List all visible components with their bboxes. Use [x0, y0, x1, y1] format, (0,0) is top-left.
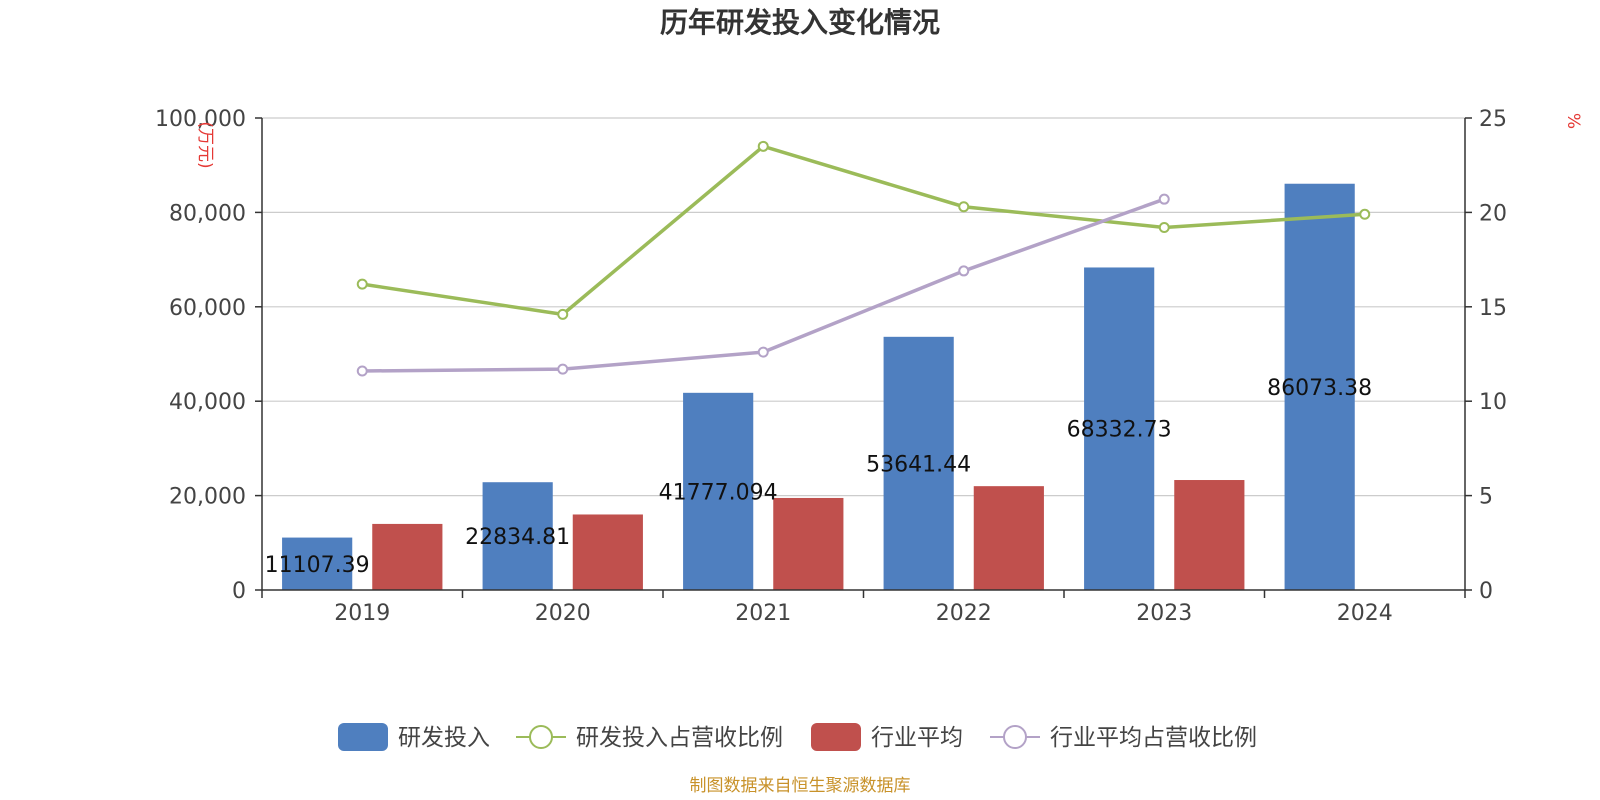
x-tick-label: 2019 [334, 601, 390, 626]
line-industry-ratio [362, 197, 1165, 373]
bar-data-label: 86073.38 [1267, 376, 1372, 401]
legend-swatch [338, 723, 388, 751]
bar-data-label: 41777.094 [659, 480, 778, 505]
legend-swatch [811, 723, 861, 751]
line-point [1158, 222, 1170, 234]
left-axis-unit: (万元) [195, 121, 215, 168]
line-point [557, 363, 569, 375]
bar-data-label: 22834.81 [465, 525, 570, 550]
legend-marker [529, 725, 553, 749]
bar-industry-avg [1174, 480, 1245, 590]
line-point [1359, 208, 1371, 220]
line-point [356, 278, 368, 290]
bar-industry-avg [773, 497, 844, 590]
x-tick-label: 2020 [535, 601, 591, 626]
x-tick-label: 2024 [1337, 601, 1393, 626]
bar-rd-investment [282, 537, 353, 590]
bar-industry-avg [973, 486, 1044, 590]
source-note: 制图数据来自恒生聚源数据库 [690, 776, 911, 796]
left-tick-label: 80,000 [169, 201, 246, 226]
bar-rd-investment [1284, 183, 1355, 590]
axes: 0 20,000 40,000 60,000 80,000 100,000 0 5 10 15 20… [155, 107, 1507, 626]
legend-label: 行业平均占营收比例 [1050, 725, 1257, 751]
x-tick-label: 2023 [1136, 601, 1192, 626]
x-tick-label: 2021 [735, 601, 791, 626]
bar-industry-avg [572, 514, 643, 590]
bars-layer [282, 183, 1355, 590]
right-tick-label: 25 [1479, 107, 1507, 132]
bar-rd-investment [683, 392, 754, 590]
left-tick-label: 0 [232, 579, 246, 604]
grid-lines [262, 117, 1465, 497]
legend: 研发投入 研发投入占营收比例 行业平均 行业平均占营收比例 [338, 723, 1257, 751]
bar-industry-avg [372, 523, 443, 590]
bar-data-label: 11107.39 [265, 553, 370, 578]
line-point [757, 346, 769, 358]
right-tick-label: 5 [1479, 485, 1493, 510]
bar-rd-investment [482, 482, 553, 590]
line-rd-ratio [361, 144, 1365, 317]
right-tick-label: 10 [1479, 390, 1507, 415]
line-point [958, 265, 970, 277]
bar-data-label: 53641.44 [866, 452, 971, 477]
bar-rd-investment [1084, 267, 1155, 590]
right-tick-label: 20 [1479, 201, 1507, 226]
right-axis-unit: % [1563, 113, 1583, 129]
line-point [958, 201, 970, 213]
chart-title: 历年研发投入变化情况 [660, 6, 940, 39]
legend-label: 研发投入 [398, 725, 490, 751]
left-tick-label: 60,000 [169, 296, 246, 321]
left-tick-label: 40,000 [169, 390, 246, 415]
legend-label: 行业平均 [871, 725, 963, 751]
data-labels: 11107.39 22834.81 41777.094 53641.44 68332.7… [265, 376, 1372, 578]
bar-data-label: 68332.73 [1067, 418, 1172, 443]
line-point [1158, 193, 1170, 205]
line-point [356, 365, 368, 377]
line-point [757, 140, 769, 152]
right-tick-label: 0 [1479, 579, 1493, 604]
bar-rd-investment [883, 336, 954, 590]
lines-layer [356, 140, 1371, 377]
legend-label: 研发投入占营收比例 [576, 725, 783, 751]
line-point [557, 308, 569, 320]
right-tick-label: 15 [1479, 296, 1507, 321]
x-tick-label: 2022 [936, 601, 992, 626]
legend-marker [1003, 725, 1027, 749]
left-tick-label: 100,000 [155, 107, 246, 132]
left-tick-label: 20,000 [169, 485, 246, 510]
